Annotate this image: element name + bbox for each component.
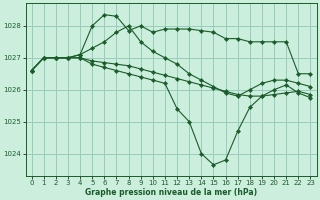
X-axis label: Graphe pression niveau de la mer (hPa): Graphe pression niveau de la mer (hPa): [85, 188, 257, 197]
